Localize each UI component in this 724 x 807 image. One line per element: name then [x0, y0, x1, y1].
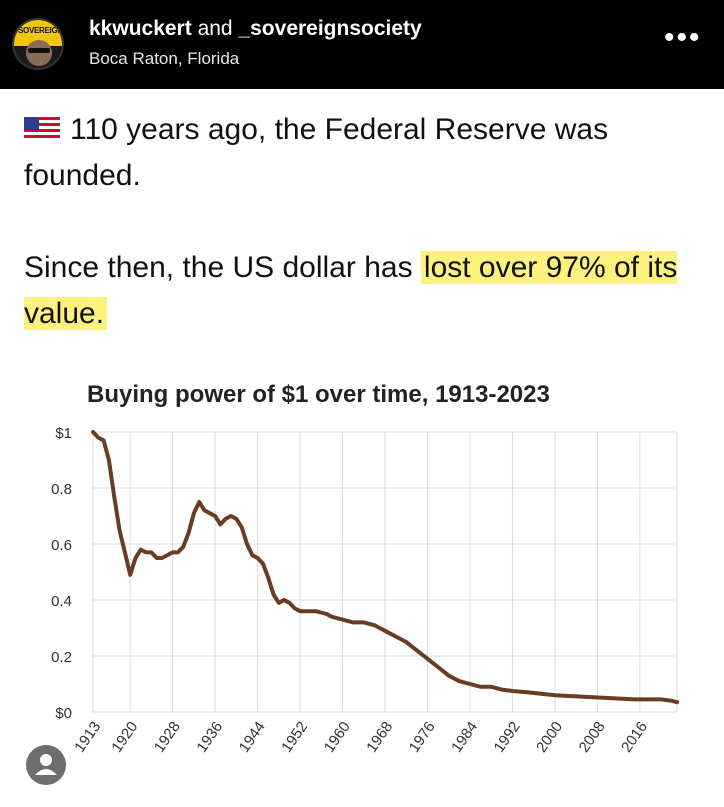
x-tick-label: 1984 [448, 719, 481, 755]
caption-line-1: 110 years ago, the Federal Reserve was f… [24, 107, 714, 199]
caption-line-2: Since then, the US dollar has lost over … [24, 245, 714, 337]
author-names[interactable]: kkwuckert and _sovereignsociety [89, 17, 422, 41]
y-tick-label: 0.2 [51, 649, 72, 666]
x-tick-label: 1944 [236, 719, 269, 755]
avatar-logo-text: SOVEREIGN [18, 26, 63, 35]
tagged-user-icon[interactable] [26, 745, 66, 785]
x-tick-label: 1992 [491, 719, 524, 755]
author-secondary[interactable]: _sovereignsociety [238, 17, 422, 40]
more-options-button[interactable]: ••• [664, 21, 702, 54]
avatar[interactable]: SOVEREIGN [12, 18, 64, 70]
post-header: SOVEREIGN kkwuckert and _sovereignsociet… [0, 0, 724, 89]
x-tick-label: 1960 [321, 719, 354, 755]
x-tick-label: 1913 [71, 719, 104, 755]
y-tick-label: 0.8 [51, 481, 72, 498]
x-tick-label: 1968 [363, 719, 396, 755]
author-primary[interactable]: kkwuckert [89, 17, 192, 40]
caption-text-1: 110 years ago, the Federal Reserve was f… [24, 113, 609, 192]
x-tick-label: 1976 [406, 719, 439, 755]
chart-title: Buying power of $1 over time, 1913-2023 [87, 381, 550, 408]
y-tick-label: $0 [55, 705, 72, 722]
x-tick-label: 2000 [533, 719, 566, 755]
y-tick-label: 0.4 [51, 593, 72, 610]
avatar-face [26, 40, 52, 66]
x-tick-label: 1920 [108, 719, 141, 755]
x-tick-label: 2016 [618, 719, 651, 755]
avatar-glasses [28, 48, 50, 53]
person-icon [35, 754, 57, 775]
x-tick-label: 2008 [576, 719, 609, 755]
x-tick-label: 1952 [278, 719, 311, 755]
y-tick-label: $1 [55, 425, 72, 442]
post-caption: 110 years ago, the Federal Reserve was f… [24, 107, 714, 337]
series-line [91, 430, 679, 705]
y-tick-label: 0.6 [51, 537, 72, 554]
caption-text-2: Since then, the US dollar has [24, 251, 421, 284]
us-flag-icon [24, 117, 60, 141]
location-label[interactable]: Boca Raton, Florida [89, 49, 240, 68]
x-tick-label: 1936 [193, 719, 226, 755]
author-joiner: and [191, 17, 239, 40]
x-tick-label: 1928 [151, 719, 184, 755]
